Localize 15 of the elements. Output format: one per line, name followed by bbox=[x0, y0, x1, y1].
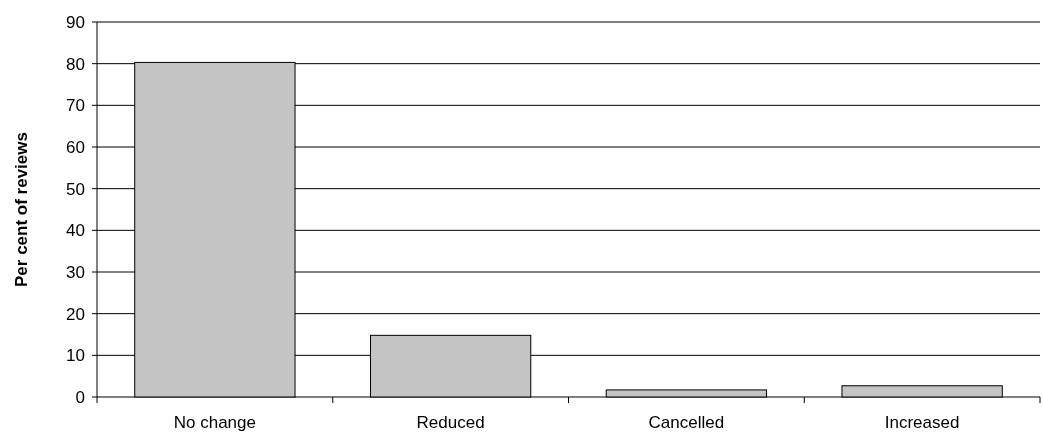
x-tick-label: No change bbox=[173, 413, 256, 432]
y-tick-label: 10 bbox=[66, 346, 85, 366]
y-tick-label: 30 bbox=[66, 262, 85, 282]
x-tick-label: Reduced bbox=[416, 413, 485, 432]
y-tick-label: 70 bbox=[66, 96, 85, 116]
y-tick-label: 60 bbox=[66, 137, 85, 157]
y-tick-label: 20 bbox=[66, 304, 85, 324]
y-tick-label: 40 bbox=[66, 221, 85, 241]
y-tick-label: 90 bbox=[66, 12, 85, 32]
y-axis-title: Per cent of reviews bbox=[12, 132, 31, 287]
x-tick-label: Cancelled bbox=[648, 413, 725, 432]
x-tick-label: Increased bbox=[884, 413, 960, 432]
y-tick-label: 50 bbox=[66, 179, 85, 199]
y-tick-label: 0 bbox=[75, 387, 85, 407]
y-tick-label: 80 bbox=[66, 54, 85, 74]
